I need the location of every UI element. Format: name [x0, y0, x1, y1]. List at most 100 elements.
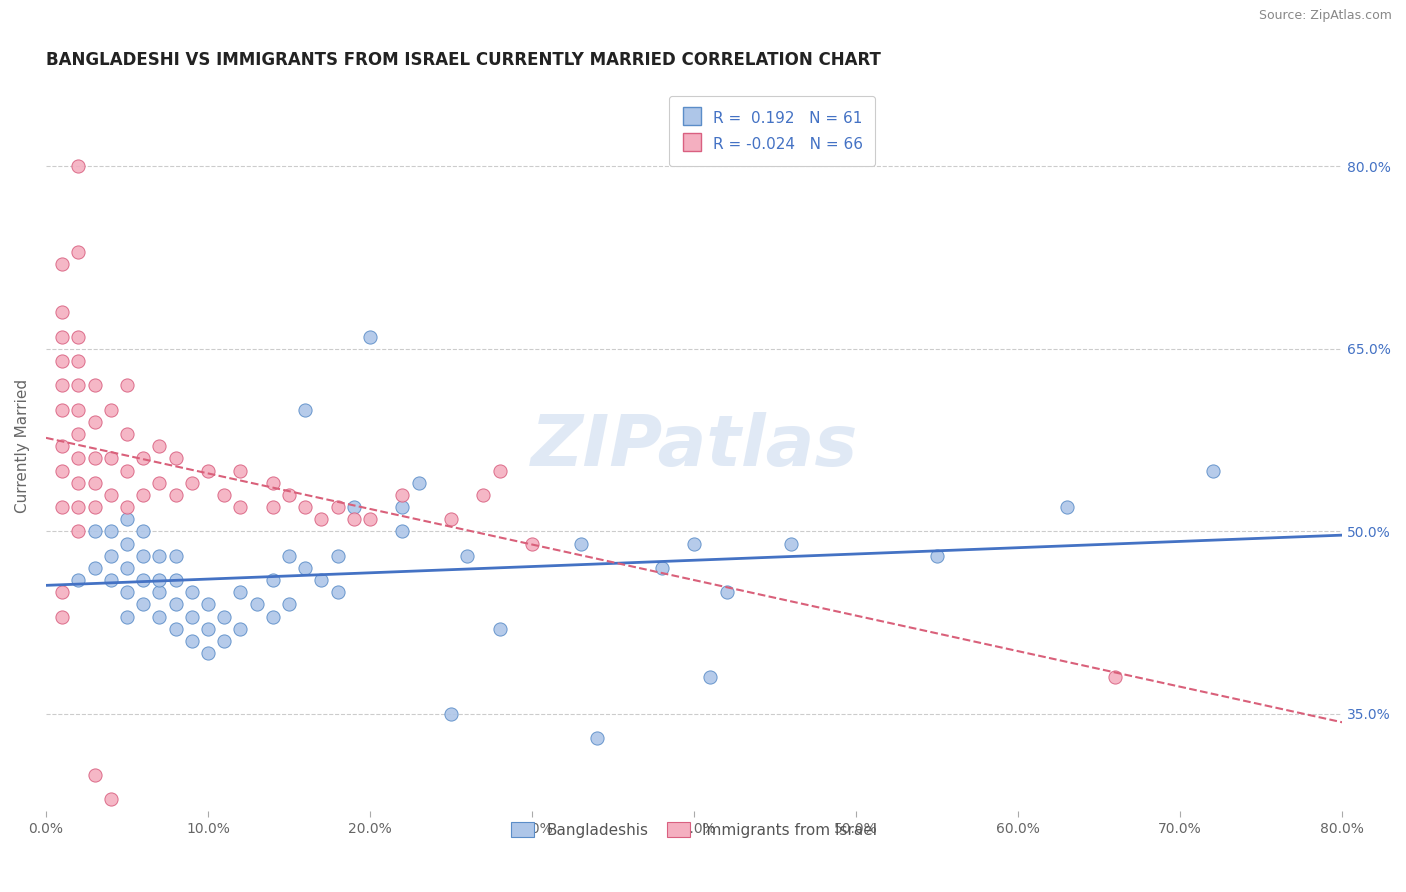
Point [927, 549, 949, 563]
Point [326, 549, 349, 563]
Point [67, 160, 90, 174]
Point [456, 549, 478, 563]
Point [197, 646, 219, 660]
Point [699, 670, 721, 684]
Point [212, 609, 235, 624]
Point [1056, 500, 1078, 514]
Point [51, 354, 73, 368]
Point [343, 500, 366, 514]
Point [115, 500, 138, 514]
Point [246, 598, 269, 612]
Point [326, 585, 349, 599]
Point [165, 622, 187, 636]
Y-axis label: Currently Married: Currently Married [15, 379, 30, 513]
Point [51, 257, 73, 271]
Point [651, 561, 673, 575]
Point [343, 512, 366, 526]
Point [488, 464, 510, 478]
Point [165, 451, 187, 466]
Point [148, 585, 170, 599]
Point [1104, 670, 1126, 684]
Point [83, 561, 105, 575]
Point [67, 427, 90, 442]
Point [229, 500, 252, 514]
Point [83, 767, 105, 781]
Point [520, 536, 543, 550]
Point [212, 633, 235, 648]
Point [67, 244, 90, 259]
Point [229, 464, 252, 478]
Point [683, 536, 706, 550]
Point [716, 585, 738, 599]
Point [278, 598, 301, 612]
Point [51, 500, 73, 514]
Point [132, 451, 155, 466]
Point [115, 561, 138, 575]
Point [148, 573, 170, 587]
Point [115, 512, 138, 526]
Point [67, 402, 90, 417]
Point [115, 464, 138, 478]
Point [197, 464, 219, 478]
Point [100, 451, 122, 466]
Point [67, 573, 90, 587]
Point [100, 524, 122, 539]
Point [262, 609, 284, 624]
Point [132, 488, 155, 502]
Point [326, 500, 349, 514]
Point [67, 330, 90, 344]
Point [51, 305, 73, 319]
Point [132, 524, 155, 539]
Point [1201, 464, 1223, 478]
Point [67, 500, 90, 514]
Point [148, 439, 170, 453]
Point [115, 609, 138, 624]
Point [278, 549, 301, 563]
Point [148, 549, 170, 563]
Point [100, 573, 122, 587]
Point [83, 500, 105, 514]
Point [100, 792, 122, 806]
Point [115, 427, 138, 442]
Point [197, 598, 219, 612]
Point [165, 598, 187, 612]
Point [391, 488, 413, 502]
Point [294, 500, 316, 514]
Point [165, 573, 187, 587]
Point [115, 536, 138, 550]
Point [180, 633, 202, 648]
Point [51, 402, 73, 417]
Point [408, 475, 430, 490]
Point [51, 378, 73, 392]
Point [165, 549, 187, 563]
Point [51, 330, 73, 344]
Point [51, 609, 73, 624]
Text: ZIPatlas: ZIPatlas [530, 412, 858, 481]
Point [115, 585, 138, 599]
Point [359, 512, 381, 526]
Point [83, 415, 105, 429]
Point [51, 585, 73, 599]
Point [780, 536, 803, 550]
Point [359, 330, 381, 344]
Point [440, 706, 463, 721]
Point [83, 451, 105, 466]
Point [148, 609, 170, 624]
Point [83, 378, 105, 392]
Point [212, 488, 235, 502]
Point [294, 561, 316, 575]
Point [67, 354, 90, 368]
Point [569, 536, 592, 550]
Point [294, 402, 316, 417]
Point [100, 549, 122, 563]
Point [229, 585, 252, 599]
Point [165, 488, 187, 502]
Point [67, 378, 90, 392]
Text: Source: ZipAtlas.com: Source: ZipAtlas.com [1258, 9, 1392, 22]
Point [83, 475, 105, 490]
Point [391, 500, 413, 514]
Point [262, 500, 284, 514]
Point [132, 549, 155, 563]
Point [586, 731, 609, 746]
Point [132, 573, 155, 587]
